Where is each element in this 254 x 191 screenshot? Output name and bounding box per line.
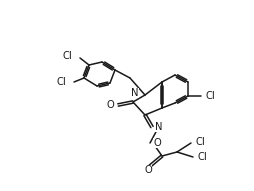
- Text: Cl: Cl: [62, 51, 72, 61]
- Text: N: N: [132, 88, 139, 98]
- Text: O: O: [144, 165, 152, 175]
- Text: Cl: Cl: [56, 77, 66, 87]
- Text: Cl: Cl: [205, 91, 215, 101]
- Text: Cl: Cl: [197, 152, 207, 162]
- Text: N: N: [155, 122, 163, 132]
- Text: Cl: Cl: [195, 137, 205, 147]
- Text: O: O: [153, 138, 161, 148]
- Text: O: O: [106, 100, 114, 110]
